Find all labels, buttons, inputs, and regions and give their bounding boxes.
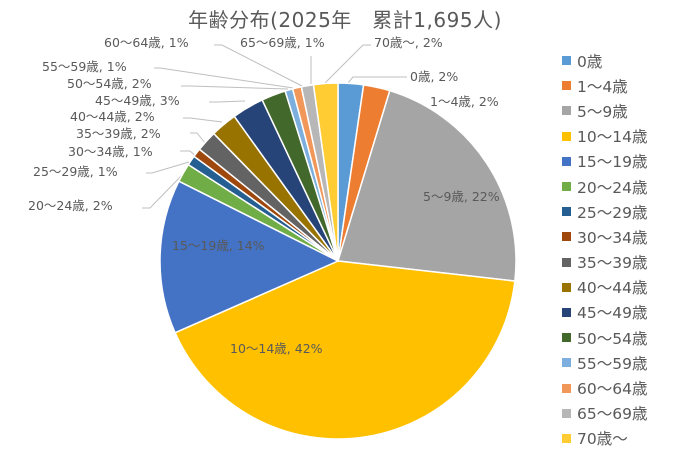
legend-label: 55〜59歳 xyxy=(577,354,648,373)
legend-swatch-icon xyxy=(562,257,571,267)
legend-swatch-icon xyxy=(562,307,571,317)
data-label: 25〜29歳, 1% xyxy=(33,164,118,179)
legend-swatch-icon xyxy=(562,131,571,141)
legend-label: 25〜29歳 xyxy=(577,203,648,222)
data-label: 35〜39歳, 2% xyxy=(76,126,161,141)
legend-item: 50〜54歳 xyxy=(562,325,647,350)
pie-slice-3 xyxy=(174,260,516,440)
data-label: 0歳, 2% xyxy=(410,69,458,84)
data-labels: 0歳, 2% 1〜4歳, 2% 5〜9歳, 22% 10〜14歳, 42% 15〜19歳… xyxy=(28,35,500,356)
leader-line xyxy=(154,67,294,89)
legend-item: 65〜69歳 xyxy=(562,401,647,426)
legend-swatch-icon xyxy=(562,182,571,192)
data-label: 60〜64歳, 1% xyxy=(104,35,189,50)
legend-label: 40〜44歳 xyxy=(577,279,648,298)
data-label: 65〜69歳, 1% xyxy=(240,35,325,50)
leader-line xyxy=(347,76,407,84)
legend-item: 55〜59歳 xyxy=(562,350,647,375)
legend-swatch-icon xyxy=(562,433,571,443)
legend-item: 10〜14歳 xyxy=(562,124,647,149)
legend-swatch-icon xyxy=(562,81,571,91)
leader-line xyxy=(190,132,206,144)
legend-label: 30〜34歳 xyxy=(577,228,648,247)
pie-slice-2 xyxy=(337,89,517,282)
legend-label: 5〜9歳 xyxy=(577,102,628,121)
leader-line xyxy=(146,161,190,174)
legend-item: 40〜44歳 xyxy=(562,275,647,300)
data-label: 70歳〜, 2% xyxy=(374,35,443,50)
data-label: 10〜14歳, 42% xyxy=(230,341,323,356)
legend-label: 0歳 xyxy=(577,52,603,71)
legend-item: 20〜24歳 xyxy=(562,174,647,199)
legend-item: 15〜19歳 xyxy=(562,149,647,174)
legend-item: 30〜34歳 xyxy=(562,224,647,249)
data-label: 30〜34歳, 1% xyxy=(68,144,153,159)
data-label: 20〜24歳, 2% xyxy=(28,198,113,213)
leader-line xyxy=(142,171,186,209)
legend-item: 60〜64歳 xyxy=(562,375,647,400)
leader-lines xyxy=(142,44,407,209)
data-label: 40〜44歳, 2% xyxy=(70,109,155,124)
legend-swatch-icon xyxy=(562,358,571,368)
data-label: 55〜59歳, 1% xyxy=(42,59,127,74)
data-label: 45〜49歳, 3% xyxy=(95,93,180,108)
data-label: 15〜19歳, 14% xyxy=(172,238,265,253)
legend-item: 1〜4歳 xyxy=(562,73,647,98)
legend-label: 50〜54歳 xyxy=(577,329,648,348)
legend-label: 10〜14歳 xyxy=(577,128,648,147)
legend-swatch-icon xyxy=(562,333,571,343)
legend-swatch-icon xyxy=(562,56,571,66)
legend-label: 45〜49歳 xyxy=(577,304,648,323)
data-label: 50〜54歳, 2% xyxy=(67,76,152,91)
legend-item: 25〜29歳 xyxy=(562,199,647,224)
data-label: 5〜9歳, 22% xyxy=(423,189,500,204)
legend-label: 70歳〜 xyxy=(577,430,628,449)
legend-label: 15〜19歳 xyxy=(577,153,648,172)
leader-line xyxy=(214,44,303,87)
legend-swatch-icon xyxy=(562,156,571,166)
leader-line xyxy=(181,85,289,90)
legend-label: 35〜39歳 xyxy=(577,254,648,273)
legend-swatch-icon xyxy=(562,282,571,292)
pie-slices xyxy=(159,82,517,440)
leader-line xyxy=(324,44,371,84)
legend-label: 65〜69歳 xyxy=(577,405,648,424)
leader-line xyxy=(183,117,223,123)
legend-label: 20〜24歳 xyxy=(577,178,648,197)
legend-swatch-icon xyxy=(562,106,571,116)
pie-slice-4 xyxy=(159,180,340,334)
pie-slice-15 xyxy=(312,82,339,262)
legend-label: 60〜64歳 xyxy=(577,380,648,399)
legend-swatch-icon xyxy=(562,408,571,418)
legend-item: 5〜9歳 xyxy=(562,98,647,123)
chart-title: 年齢分布(2025年 累計1,695人) xyxy=(188,8,502,32)
legend-swatch-icon xyxy=(562,207,571,217)
legend-label: 1〜4歳 xyxy=(577,77,628,96)
legend: 0歳 1〜4歳 5〜9歳 10〜14歳 15〜19歳 20〜24歳 25〜29歳 30〜34歳… xyxy=(562,48,647,451)
legend-item: 45〜49歳 xyxy=(562,300,647,325)
legend-item: 70歳〜 xyxy=(562,426,647,451)
legend-item: 0歳 xyxy=(562,48,647,73)
data-label: 1〜4歳, 2% xyxy=(430,94,499,109)
legend-swatch-icon xyxy=(562,383,571,393)
legend-swatch-icon xyxy=(562,232,571,242)
leader-line xyxy=(209,100,246,103)
legend-item: 35〜39歳 xyxy=(562,250,647,275)
